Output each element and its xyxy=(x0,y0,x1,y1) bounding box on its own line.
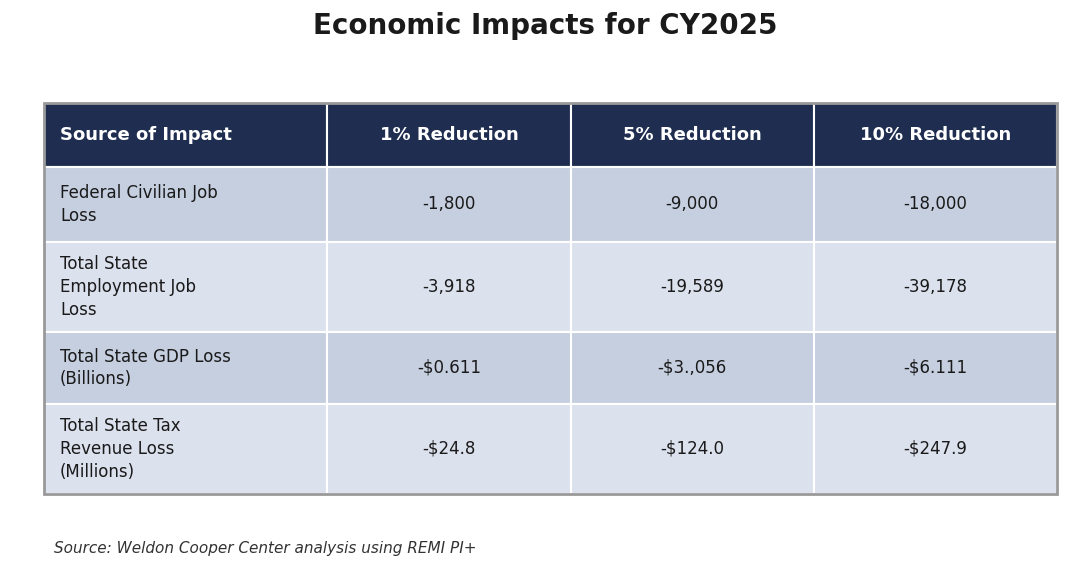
Text: -$0.611: -$0.611 xyxy=(417,359,481,377)
Bar xyxy=(571,404,814,494)
Bar xyxy=(44,166,327,242)
Text: 1% Reduction: 1% Reduction xyxy=(379,126,519,144)
Text: Total State
Employment Job
Loss: Total State Employment Job Loss xyxy=(60,255,196,319)
Bar xyxy=(44,242,327,332)
Bar xyxy=(571,166,814,242)
Text: 10% Reduction: 10% Reduction xyxy=(860,126,1012,144)
Bar xyxy=(571,332,814,404)
Bar xyxy=(327,404,571,494)
Text: Source of Impact: Source of Impact xyxy=(60,126,232,144)
Text: -39,178: -39,178 xyxy=(904,278,968,296)
Text: Total State GDP Loss
(Billions): Total State GDP Loss (Billions) xyxy=(60,347,231,389)
Bar xyxy=(327,242,571,332)
Text: Economic Impacts for CY2025: Economic Impacts for CY2025 xyxy=(313,12,777,40)
Bar xyxy=(327,332,571,404)
Text: 5% Reduction: 5% Reduction xyxy=(623,126,762,144)
Bar xyxy=(44,404,327,494)
Bar xyxy=(571,103,814,166)
Text: -$247.9: -$247.9 xyxy=(904,440,968,457)
Bar xyxy=(327,166,571,242)
Bar xyxy=(44,103,1057,494)
Bar xyxy=(571,242,814,332)
Bar xyxy=(327,103,571,166)
Text: -1,800: -1,800 xyxy=(423,196,475,214)
Text: Federal Civilian Job
Loss: Federal Civilian Job Loss xyxy=(60,184,218,225)
Text: Source: Weldon Cooper Center analysis using REMI PI+: Source: Weldon Cooper Center analysis us… xyxy=(54,541,477,556)
Text: -$124.0: -$124.0 xyxy=(661,440,725,457)
Text: -9,000: -9,000 xyxy=(666,196,719,214)
Bar xyxy=(814,166,1057,242)
Text: -$3.,056: -$3.,056 xyxy=(657,359,727,377)
Text: -$24.8: -$24.8 xyxy=(423,440,475,457)
Bar xyxy=(814,332,1057,404)
Text: -$6.111: -$6.111 xyxy=(904,359,968,377)
Bar xyxy=(44,103,327,166)
Bar xyxy=(44,332,327,404)
Text: -18,000: -18,000 xyxy=(904,196,968,214)
Text: Total State Tax
Revenue Loss
(Millions): Total State Tax Revenue Loss (Millions) xyxy=(60,417,181,480)
Bar xyxy=(814,404,1057,494)
Bar xyxy=(814,242,1057,332)
Bar xyxy=(814,103,1057,166)
Text: -3,918: -3,918 xyxy=(422,278,476,296)
Text: -19,589: -19,589 xyxy=(661,278,725,296)
